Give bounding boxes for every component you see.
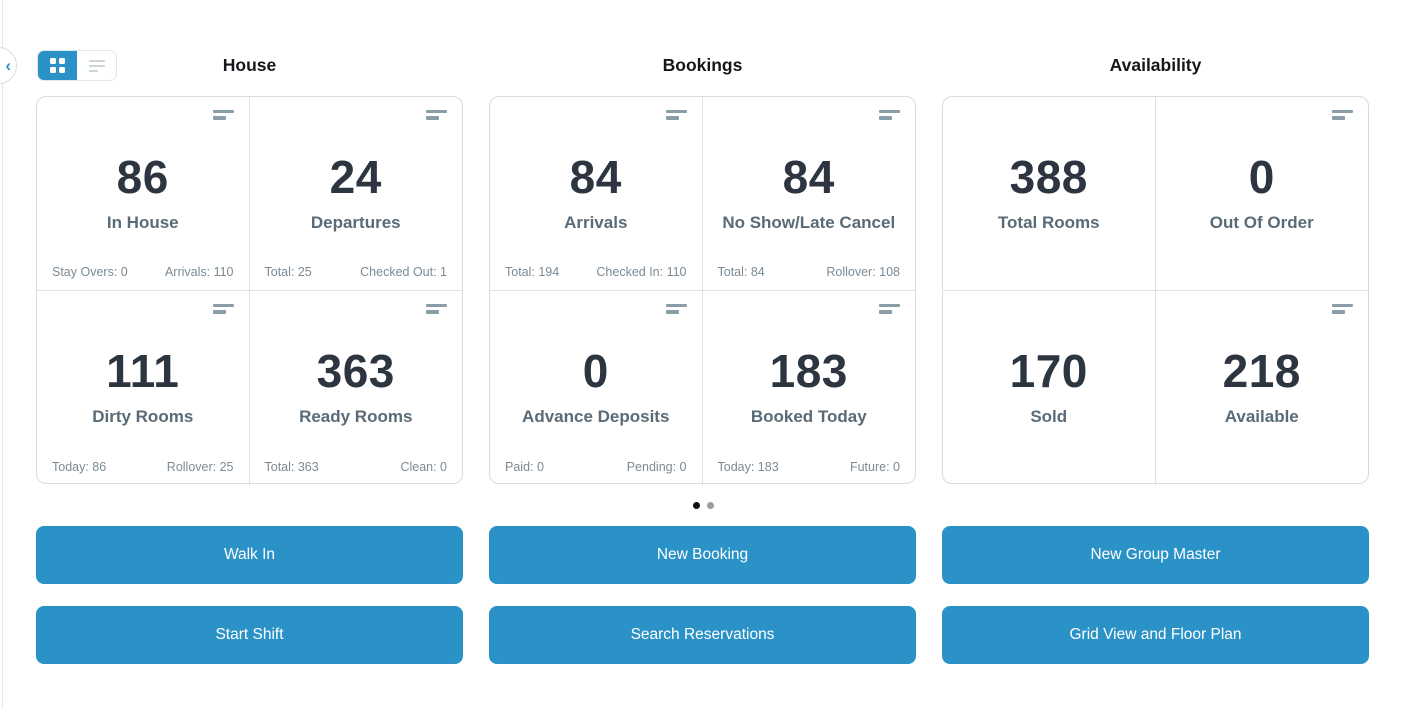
stat-label: Arrivals [564, 213, 628, 232]
stat-footer-left: Total: 25 [264, 265, 312, 279]
stat-footer: Total: 363 Clean: 0 [265, 460, 448, 474]
card-menu-icon[interactable] [665, 110, 687, 120]
stat-value: 0 [582, 345, 609, 397]
availability-card-group: 388 Total Rooms 0 Out Of Order 170 Sold … [942, 96, 1369, 485]
stat-footer: Total: 194 Checked In: 110 [505, 265, 687, 279]
dashboard: House 86 In House Stay Overs: 0 Arrivals… [36, 50, 1369, 664]
stat-value: 363 [316, 345, 395, 397]
new-booking-button[interactable]: New Booking [489, 526, 916, 584]
stat-value: 0 [1248, 151, 1275, 203]
stat-footer-left: Total: 194 [505, 265, 560, 279]
stat-footer-right: Clean: 0 [400, 460, 447, 474]
grid-view-button[interactable] [38, 51, 77, 80]
search-reservations-button[interactable]: Search Reservations [489, 606, 916, 664]
stat-footer: Total: 84 Rollover: 108 [718, 265, 901, 279]
stat-label: Booked Today [750, 407, 867, 426]
stat-card-departures[interactable]: 24 Departures Total: 25 Checked Out: 1 [249, 97, 462, 291]
stat-label: Sold [1030, 407, 1068, 426]
collapsed-panel-divider [2, 0, 3, 709]
stat-card-sold[interactable]: 170 Sold [943, 291, 1156, 485]
stat-card-dirty-rooms[interactable]: 111 Dirty Rooms Today: 86 Rollover: 25 [37, 291, 250, 485]
stat-label: Ready Rooms [299, 407, 413, 426]
stat-value: 111 [106, 345, 180, 397]
card-menu-icon[interactable] [212, 304, 234, 314]
list-view-icon [88, 59, 105, 72]
stat-footer-right: Checked Out: 1 [360, 265, 447, 279]
section-title-bookings: Bookings [662, 55, 743, 75]
stat-value: 218 [1222, 345, 1301, 397]
stat-value: 183 [769, 345, 848, 397]
stat-label: Dirty Rooms [92, 407, 194, 426]
stat-footer-left: Total: 84 [717, 265, 765, 279]
stat-card-in-house[interactable]: 86 In House Stay Overs: 0 Arrivals: 110 [37, 97, 250, 291]
stat-footer: Today: 183 Future: 0 [718, 460, 901, 474]
stat-label: In House [106, 213, 179, 232]
card-menu-icon[interactable] [1332, 110, 1353, 120]
section-title-house: House [222, 55, 277, 75]
stat-label: Total Rooms [997, 213, 1100, 232]
stat-card-ready-rooms[interactable]: 363 Ready Rooms Total: 363 Clean: 0 [250, 291, 463, 485]
card-menu-icon[interactable] [879, 110, 900, 120]
card-menu-icon[interactable] [426, 304, 447, 314]
grid-view-floor-plan-button[interactable]: Grid View and Floor Plan [942, 606, 1369, 664]
stat-label: Available [1224, 407, 1299, 426]
card-menu-icon[interactable] [665, 304, 687, 314]
stat-card-advance-deposits[interactable]: 0 Advance Deposits Paid: 0 Pending: 0 [490, 291, 703, 485]
availability-column: Availability 388 Total Rooms 0 Out Of Or… [942, 50, 1369, 664]
card-menu-icon[interactable] [426, 110, 447, 120]
start-shift-button[interactable]: Start Shift [36, 606, 463, 664]
stat-footer-left: Today: 183 [717, 460, 779, 474]
house-card-group: 86 In House Stay Overs: 0 Arrivals: 110 … [36, 96, 463, 485]
view-toggle [37, 50, 117, 81]
carousel-pagination [36, 502, 1371, 509]
stat-footer: Stay Overs: 0 Arrivals: 110 [52, 265, 234, 279]
stat-footer-left: Paid: 0 [505, 460, 544, 474]
card-menu-icon[interactable] [1332, 304, 1353, 314]
stat-footer-right: Rollover: 25 [166, 460, 234, 474]
stat-value: 170 [1009, 345, 1088, 397]
chevron-left-icon: ‹ [5, 56, 11, 75]
stat-footer: Paid: 0 Pending: 0 [505, 460, 687, 474]
stat-card-no-show-late-cancel[interactable]: 84 No Show/Late Cancel Total: 84 Rollove… [702, 97, 915, 291]
house-column: House 86 In House Stay Overs: 0 Arrivals… [36, 50, 463, 664]
stat-value: 24 [329, 151, 382, 203]
bookings-column: Bookings 84 Arrivals Total: 194 Checked … [489, 50, 916, 664]
card-menu-icon[interactable] [212, 110, 234, 120]
stat-label: Out Of Order [1209, 213, 1314, 232]
stat-label: Departures [310, 213, 401, 232]
stat-footer-left: Total: 363 [264, 460, 319, 474]
stat-footer-right: Rollover: 108 [826, 265, 900, 279]
collapse-panel-button[interactable]: ‹ [0, 47, 17, 84]
stat-footer: Today: 86 Rollover: 25 [52, 460, 234, 474]
stat-card-available[interactable]: 218 Available [1156, 291, 1369, 485]
stat-value: 388 [1009, 151, 1088, 203]
stat-label: Advance Deposits [522, 407, 670, 426]
stat-value: 84 [782, 151, 835, 203]
walk-in-button[interactable]: Walk In [36, 526, 463, 584]
stat-card-arrivals[interactable]: 84 Arrivals Total: 194 Checked In: 110 [490, 97, 703, 291]
stat-footer-right: Pending: 0 [626, 460, 687, 474]
stat-footer-right: Arrivals: 110 [164, 265, 234, 279]
stat-footer: Total: 25 Checked Out: 1 [265, 265, 448, 279]
stat-footer-left: Today: 86 [52, 460, 107, 474]
stat-card-out-of-order[interactable]: 0 Out Of Order [1155, 97, 1368, 291]
stat-card-booked-today[interactable]: 183 Booked Today Today: 183 Future: 0 [703, 291, 916, 485]
section-title-availability: Availability [1109, 55, 1202, 75]
carousel-dot-active[interactable] [693, 502, 700, 509]
bookings-card-group: 84 Arrivals Total: 194 Checked In: 110 8… [489, 96, 916, 485]
stat-card-total-rooms[interactable]: 388 Total Rooms [943, 97, 1156, 291]
stat-footer-left: Stay Overs: 0 [52, 265, 128, 279]
list-view-button[interactable] [77, 51, 116, 80]
stat-value: 84 [569, 151, 622, 203]
stat-footer-right: Future: 0 [849, 460, 900, 474]
stat-footer-right: Checked In: 110 [596, 265, 687, 279]
stat-label: No Show/Late Cancel [722, 213, 896, 232]
new-group-master-button[interactable]: New Group Master [942, 526, 1369, 584]
carousel-dot[interactable] [707, 502, 714, 509]
grid-view-icon [50, 58, 65, 73]
stat-value: 86 [116, 151, 169, 203]
card-menu-icon[interactable] [879, 304, 900, 314]
